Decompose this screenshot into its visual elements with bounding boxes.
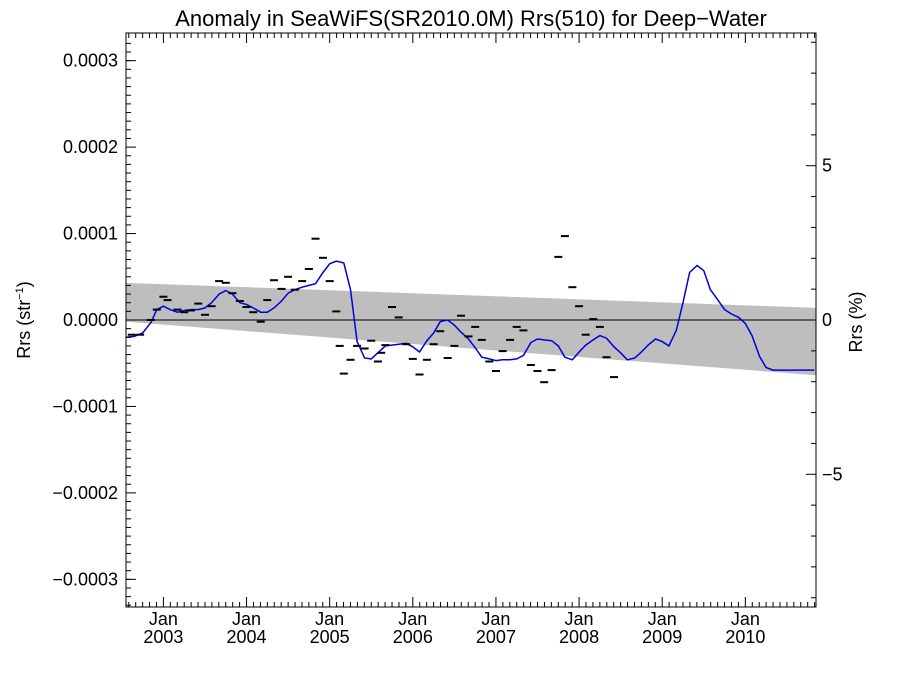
x-tick-label-month: Jan: [149, 609, 178, 629]
x-tick-label-year: 2006: [393, 627, 433, 647]
left-tick-label: 0.0001: [63, 224, 118, 244]
x-tick-label-year: 2009: [642, 627, 682, 647]
left-tick-label: −0.0002: [52, 483, 118, 503]
x-tick-label-month: Jan: [648, 609, 677, 629]
x-tick-label-year: 2005: [310, 627, 350, 647]
x-tick-label-year: 2004: [227, 627, 267, 647]
x-tick-label-year: 2007: [476, 627, 516, 647]
x-tick-label-month: Jan: [232, 609, 261, 629]
right-tick-label: 0: [822, 310, 832, 330]
left-tick-label: 0.0003: [63, 51, 118, 71]
x-tick-label-month: Jan: [731, 609, 760, 629]
x-tick-label-year: 2003: [143, 627, 183, 647]
y-axis-label-right: Rrs (%): [846, 292, 866, 353]
x-tick-label-year: 2010: [725, 627, 765, 647]
left-tick-label: 0.0002: [63, 137, 118, 157]
left-axis-ticks: 0.0003 0.0002 0.0001 0.0000 −0.0001 −0.0002 −0…: [52, 42, 136, 606]
left-tick-label: −0.0001: [52, 396, 118, 416]
x-tick-label-month: Jan: [398, 609, 427, 629]
y-axis-label-left: Rrs (str−1): [14, 281, 34, 359]
uncertainty-band: [126, 282, 816, 376]
left-tick-label: −0.0003: [52, 569, 118, 589]
x-tick-label-month: Jan: [315, 609, 344, 629]
series-line: [125, 260, 815, 371]
right-tick-label: −5: [822, 464, 843, 484]
plot-area: [125, 235, 816, 384]
right-tick-label: 5: [822, 156, 832, 176]
chart-title: Anomaly in SeaWiFS(SR2010.0M) Rrs(510) f…: [175, 6, 767, 31]
right-axis-ticks: 5 0 −5: [806, 41, 843, 599]
x-tick-label-year: 2008: [559, 627, 599, 647]
left-tick-label: 0.0000: [63, 310, 118, 330]
x-axis-ticks: Jan2003Jan2004Jan2005Jan2006Jan2007Jan20…: [128, 33, 816, 647]
x-tick-label-month: Jan: [565, 609, 594, 629]
x-tick-label-month: Jan: [481, 609, 510, 629]
data-markers: [127, 235, 618, 384]
